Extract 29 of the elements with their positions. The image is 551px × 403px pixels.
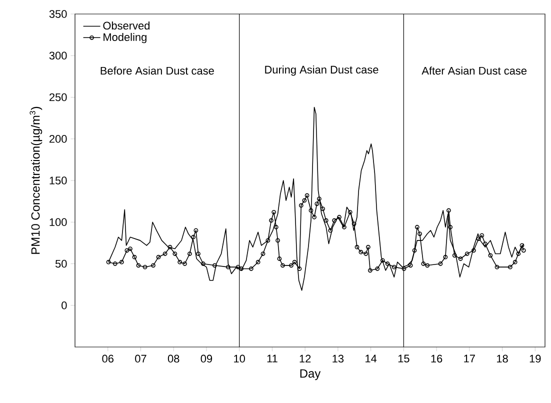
x-tick-label: 10: [234, 354, 245, 363]
x-tick-label: 18: [497, 354, 508, 363]
y-tick-label: 150: [50, 176, 67, 184]
annotation: Before Asian Dust case: [100, 66, 214, 75]
y-tick-label: 50: [55, 260, 67, 268]
y-tick-label: 350: [49, 10, 67, 18]
x-tick-label: 17: [464, 354, 475, 362]
x-tick-label: 09: [200, 354, 212, 363]
x-tick-label: 06: [102, 354, 114, 363]
x-tick-label: 15: [398, 354, 410, 362]
x-tick-label: 19: [530, 354, 541, 363]
x-axis-title: Day: [300, 369, 321, 380]
x-tick-label: 08: [168, 354, 180, 363]
x-tick-label: 07: [135, 354, 146, 363]
annotation: After Asian Dust case: [422, 66, 527, 75]
y-tick-label: 200: [49, 135, 67, 143]
y-tick-label: 250: [49, 93, 67, 102]
x-tick-label: 12: [300, 354, 311, 362]
legend-label: Observed: [103, 22, 150, 30]
y-axis-title: PM10 Concentration(µg/m$^{3}$): [30, 106, 42, 254]
x-tick-label: 13: [332, 354, 344, 363]
x-tick-label: 11: [267, 354, 278, 362]
y-tick-label: 0: [62, 302, 67, 310]
y-tick-label: 100: [50, 218, 67, 226]
y-tick-label: 300: [49, 52, 67, 60]
legend-label: Modeling: [104, 32, 146, 44]
x-tick-label: 16: [431, 354, 442, 363]
annotation: During Asian Dust case: [265, 66, 378, 76]
x-tick-label: 14: [366, 354, 377, 362]
